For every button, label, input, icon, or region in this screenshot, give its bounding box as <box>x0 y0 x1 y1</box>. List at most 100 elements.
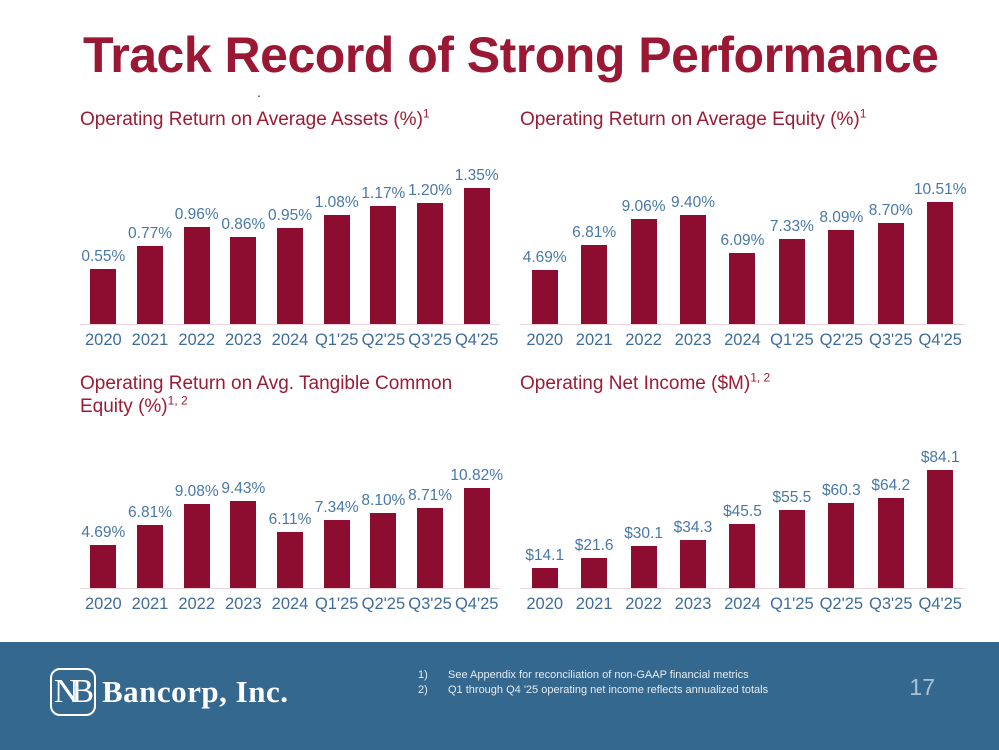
bar <box>729 524 756 588</box>
bar-group: 0.96% <box>173 206 220 324</box>
chart-operating-return-avg-equity: Operating Return on Average Equity (%)1 … <box>520 106 967 350</box>
bar <box>778 510 805 588</box>
x-axis-label: 2024 <box>724 595 761 613</box>
bar-group: $14.1 <box>520 547 569 588</box>
bar-group: 4.69% <box>80 524 127 588</box>
x-axis-label: 2022 <box>178 331 216 349</box>
bar-value-label: 1.35% <box>454 167 499 184</box>
bar-value-label: 1.17% <box>361 185 406 202</box>
bar-group: 0.55% <box>80 248 127 324</box>
chart-operating-return-avg-tangible-common-equity: Operating Return on Avg. Tangible Common… <box>80 372 503 614</box>
x-axis-label: 2020 <box>84 331 122 349</box>
bar <box>877 223 904 324</box>
bar-value-label: $64.2 <box>871 477 911 494</box>
bar-group: 7.33% <box>767 218 816 324</box>
x-axis-label: Q3'25 <box>408 595 452 613</box>
plot-area: 0.55% 0.77% 0.96% 0.86% 0.95% 1.08% 1.17% 1.20%… <box>80 164 500 350</box>
bar <box>680 540 707 588</box>
bar-value-label: 8.70% <box>868 202 913 219</box>
x-axis-label: Q3'25 <box>869 331 913 349</box>
bar-group: $21.6 <box>569 537 618 588</box>
bar-value-label: 6.11% <box>268 511 312 528</box>
bar-value-label: 7.33% <box>769 218 814 235</box>
bar-value-label: 0.86% <box>221 216 266 233</box>
bar-value-label: $84.1 <box>920 449 960 466</box>
x-axis-label: Q3'25 <box>408 331 452 349</box>
bar <box>323 520 350 588</box>
bar-group: $64.2 <box>866 477 915 588</box>
bar-value-label: 6.09% <box>720 232 765 249</box>
x-axis-label: Q1'25 <box>770 331 814 349</box>
bar-group: 9.08% <box>173 483 220 588</box>
bar-group: $34.3 <box>668 519 717 588</box>
x-axis-label: Q2'25 <box>361 595 406 613</box>
nb-logo-mark: NB <box>50 668 96 716</box>
bar-value-label: 0.77% <box>128 225 172 242</box>
bar <box>277 532 304 588</box>
bar <box>370 513 397 588</box>
nb-bancorp-logo: NB Bancorp, Inc. <box>50 668 289 716</box>
bar-value-label: 4.69% <box>522 249 567 266</box>
bar-value-label: 1.08% <box>314 194 359 211</box>
bar-group: 7.34% <box>313 499 360 588</box>
bar-group: $30.1 <box>619 525 668 588</box>
chart-title-text: Operating Return on Avg. Tangible Common… <box>80 373 453 417</box>
bar-group: 9.43% <box>220 480 267 588</box>
x-axis-label: Q4'25 <box>454 595 499 613</box>
bar-value-label: $21.6 <box>574 537 614 554</box>
footnote-number: 1) <box>418 669 428 681</box>
bar <box>828 230 855 324</box>
bar <box>630 546 657 588</box>
bar-value-label: 9.43% <box>221 480 266 497</box>
nb-logo-letters: NB <box>53 673 94 710</box>
bar-value-label: $34.3 <box>673 519 713 536</box>
bar-value-label: 7.34% <box>314 499 359 516</box>
bar-group: $60.3 <box>817 482 866 588</box>
bar-value-label: 1.20% <box>408 182 453 199</box>
bar <box>90 269 117 324</box>
bar-group: 1.17% <box>360 185 407 324</box>
bar-group: 9.40% <box>668 194 717 324</box>
x-axis-label: 2022 <box>625 331 662 349</box>
bars-area: $14.1 $21.6 $30.1 $34.3 $45.5 $55.5 $60.3 $64.2… <box>520 446 965 589</box>
bar-value-label: 0.96% <box>174 206 219 223</box>
chart-title-footnote-ref: 1 <box>422 106 430 121</box>
footnote-text: See Appendix for reconciliation of non-G… <box>448 669 749 681</box>
x-axis-label: Q1'25 <box>770 595 814 613</box>
bar-group: 9.06% <box>619 198 668 324</box>
bar <box>463 188 490 324</box>
x-axis-label: 2020 <box>526 331 564 349</box>
bar-group: 10.51% <box>914 181 967 324</box>
bar <box>230 501 257 588</box>
bar-value-label: 9.08% <box>174 483 219 500</box>
bar-value-label: 0.55% <box>81 248 126 265</box>
bar-group: $84.1 <box>916 449 965 588</box>
stray-dot: . <box>257 84 261 100</box>
bar-group: 8.70% <box>866 202 915 324</box>
chart-title: Operating Net Income ($M)1, 2 <box>520 372 965 395</box>
logo-company-name: Bancorp, Inc. <box>102 674 289 709</box>
x-axis-label: Q2'25 <box>819 595 864 613</box>
bar-group: 1.08% <box>313 194 360 324</box>
bar-value-label: 9.40% <box>671 194 715 211</box>
x-axis-label: Q1'25 <box>314 331 359 349</box>
bar <box>531 270 558 324</box>
chart-title-footnote-ref: 1 <box>859 106 867 121</box>
x-axis-label: Q1'25 <box>314 595 359 613</box>
bar-group: 10.82% <box>450 467 503 588</box>
bar-group: $45.5 <box>718 503 767 588</box>
bar-value-label: $14.1 <box>525 547 565 564</box>
x-axis-label: 2023 <box>674 331 712 349</box>
bar-group: 1.20% <box>407 182 454 324</box>
chart-operating-return-avg-assets: Operating Return on Average Assets (%)1 … <box>80 108 500 350</box>
footnote-text: Q1 through Q4 '25 operating net income r… <box>448 683 769 696</box>
bar-value-label: 8.09% <box>819 209 864 226</box>
bar-value-label: 8.71% <box>408 487 453 504</box>
bar <box>680 215 707 324</box>
x-axis-label: 2021 <box>131 595 169 613</box>
footnote-number: 2) <box>418 683 428 696</box>
x-axis-label: 2023 <box>224 331 262 349</box>
x-axis-label: 2024 <box>271 595 309 613</box>
x-axis-label: 2023 <box>674 595 712 613</box>
